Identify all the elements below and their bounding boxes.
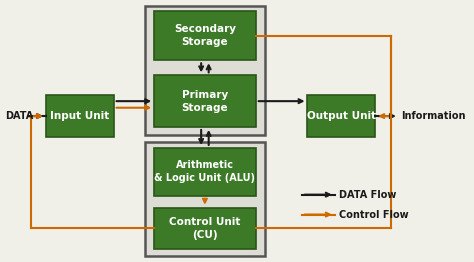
Text: Secondary
Storage: Secondary Storage	[174, 24, 236, 47]
FancyBboxPatch shape	[154, 75, 256, 127]
FancyBboxPatch shape	[145, 142, 265, 256]
Text: DATA Flow: DATA Flow	[339, 190, 397, 200]
FancyBboxPatch shape	[46, 95, 114, 137]
Text: Control Flow: Control Flow	[339, 210, 409, 220]
Text: Input Unit: Input Unit	[50, 111, 109, 121]
FancyBboxPatch shape	[145, 6, 265, 135]
FancyBboxPatch shape	[308, 95, 375, 137]
Text: Primary
Storage: Primary Storage	[182, 90, 228, 113]
FancyBboxPatch shape	[154, 11, 256, 60]
Text: Information: Information	[401, 111, 465, 121]
Text: Control Unit
(CU): Control Unit (CU)	[169, 217, 241, 240]
FancyBboxPatch shape	[154, 208, 256, 249]
Text: DATA: DATA	[5, 111, 34, 121]
Text: Arithmetic
& Logic Unit (ALU): Arithmetic & Logic Unit (ALU)	[155, 160, 255, 183]
Text: Output Unit: Output Unit	[307, 111, 376, 121]
FancyBboxPatch shape	[154, 148, 256, 196]
